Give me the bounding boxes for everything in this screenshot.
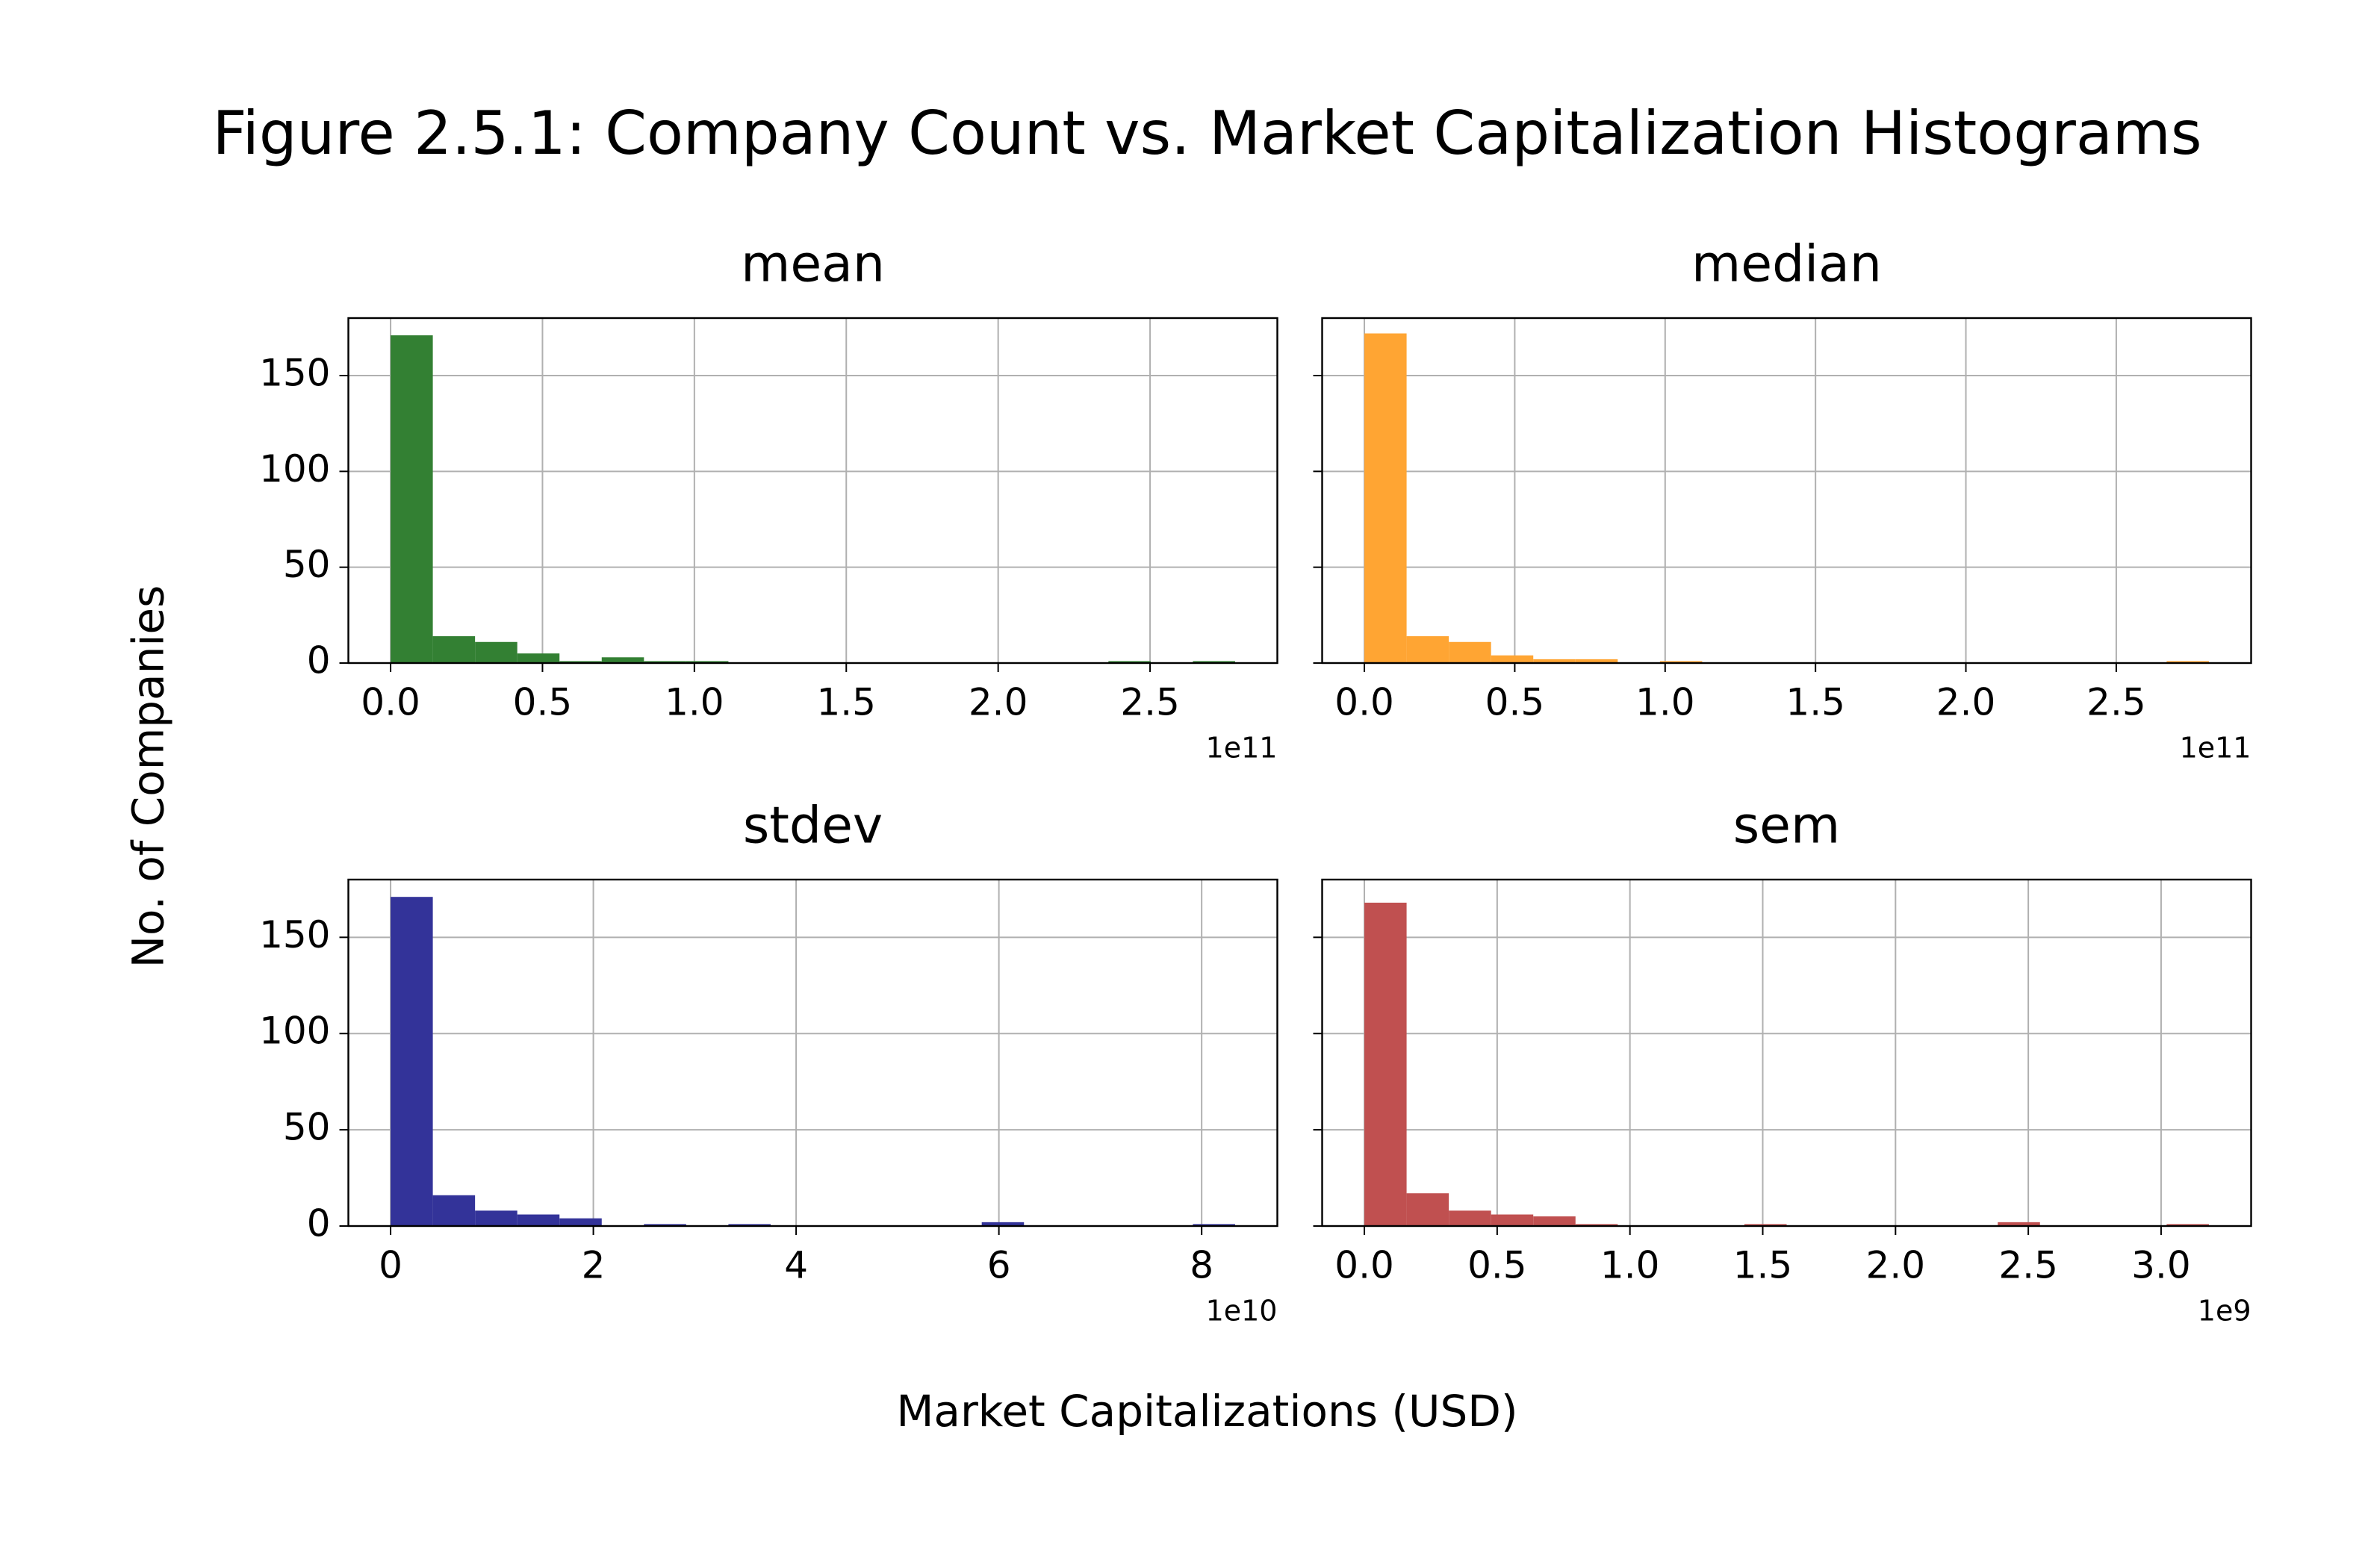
histogram-bar [517, 653, 560, 663]
x-tick-label: 1.5 [1733, 1244, 1793, 1287]
y-tick-label: 50 [283, 543, 331, 586]
x-offset-label: 1e9 [2198, 1295, 2251, 1328]
histogram-bar [1108, 661, 1151, 663]
subplot-title: mean [741, 235, 885, 294]
histogram-bar [1364, 902, 1407, 1226]
x-offset-label: 1e11 [1206, 732, 1278, 765]
y-axis-label: No. of Companies [123, 585, 174, 968]
histogram-bar [1491, 655, 1534, 663]
x-axis-label: Market Capitalizations (USD) [896, 1386, 1517, 1437]
x-tick-label: 8 [1190, 1244, 1213, 1287]
axes-frame [1321, 317, 2252, 665]
histogram-bar [686, 661, 729, 663]
histogram-bar [1364, 333, 1407, 663]
histogram-bar [1406, 636, 1449, 663]
histogram-bar [644, 1224, 686, 1226]
histogram-bar [475, 1210, 518, 1226]
x-tick-label: 1.0 [1600, 1244, 1660, 1287]
histogram-bar [1575, 1224, 1618, 1226]
x-tick-label: 0.5 [1467, 1244, 1527, 1287]
y-tick-label: 150 [259, 913, 330, 956]
x-tick-label: 1.5 [816, 681, 876, 724]
histogram-bar [1575, 659, 1618, 663]
subplot-title: median [1691, 235, 1882, 294]
histogram-bar [601, 657, 644, 663]
histogram-bar [1998, 1222, 2040, 1226]
y-tick-label: 100 [259, 1009, 330, 1053]
histogram-bar [1659, 661, 1703, 663]
x-tick-label: 1.0 [1635, 681, 1695, 724]
x-tick-label: 2.5 [1120, 681, 1180, 724]
x-tick-label: 2.0 [969, 681, 1028, 724]
x-offset-label: 1e11 [2180, 732, 2251, 765]
histogram-bar [644, 661, 686, 663]
histogram-bar [517, 1214, 560, 1226]
histogram-bar [981, 1222, 1025, 1226]
histogram-bar [1744, 1224, 1787, 1226]
histogram-bar [1449, 1210, 1491, 1226]
x-tick-label: 0.5 [513, 681, 573, 724]
histogram-bar [728, 1224, 771, 1226]
histogram-bar [559, 1218, 602, 1226]
histogram-bar [559, 661, 602, 663]
histogram-bar [432, 1195, 476, 1226]
y-tick-label: 150 [259, 352, 330, 395]
histogram-bar [391, 897, 433, 1226]
histogram-bar [391, 335, 433, 663]
x-tick-label: 1.5 [1786, 681, 1845, 724]
x-tick-label: 3.0 [2131, 1244, 2191, 1287]
histogram-bar [475, 641, 518, 663]
axes-frame [347, 317, 1278, 665]
histogram-bar [1406, 1193, 1449, 1226]
x-tick-label: 2.0 [1866, 1244, 1926, 1287]
subplot-title: sem [1733, 797, 1841, 856]
x-offset-label: 1e10 [1206, 1295, 1278, 1328]
y-tick-label: 50 [283, 1106, 331, 1149]
x-tick-label: 1.0 [665, 681, 724, 724]
x-tick-label: 2.0 [1936, 681, 1996, 724]
figure-title: Figure 2.5.1: Company Count vs. Market C… [212, 99, 2201, 168]
x-tick-label: 0.0 [1334, 1244, 1394, 1287]
histogram-bar [2166, 661, 2209, 663]
x-tick-label: 0.0 [1334, 681, 1394, 724]
x-tick-label: 6 [987, 1244, 1011, 1287]
x-tick-label: 0 [379, 1244, 403, 1287]
x-tick-label: 0.0 [361, 681, 420, 724]
x-tick-label: 0.5 [1485, 681, 1545, 724]
x-tick-label: 2 [582, 1244, 606, 1287]
x-tick-label: 2.5 [1998, 1244, 2058, 1287]
x-tick-label: 4 [784, 1244, 808, 1287]
y-tick-label: 0 [307, 639, 331, 682]
axes-frame [1321, 878, 2252, 1228]
subplot-title: stdev [743, 797, 883, 856]
histogram-bar [432, 636, 476, 663]
y-tick-label: 0 [307, 1202, 331, 1245]
histogram-bar [1193, 661, 1235, 663]
histogram-bar [1533, 659, 1576, 663]
histogram-bar [1491, 1214, 1534, 1226]
x-tick-label: 2.5 [2086, 681, 2146, 724]
histogram-bar [1449, 641, 1491, 663]
histogram-bar [1533, 1216, 1576, 1226]
axes-frame [347, 878, 1278, 1228]
histogram-bar [2166, 1224, 2209, 1226]
histogram-bar [1193, 1224, 1235, 1226]
y-tick-label: 100 [259, 447, 330, 491]
